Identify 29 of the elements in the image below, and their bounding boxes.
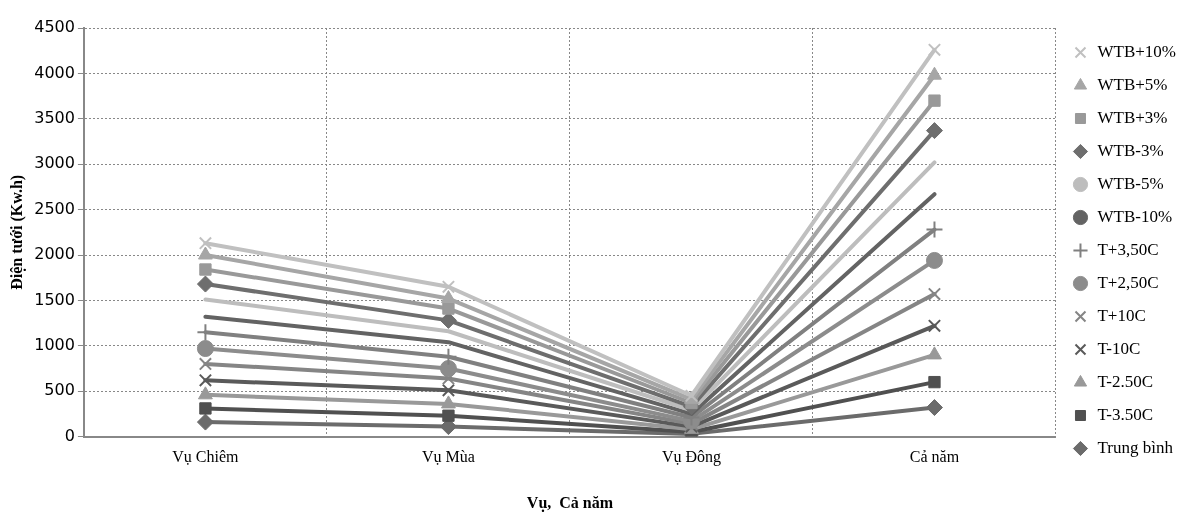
y-tick-label: 4500 <box>34 17 75 37</box>
legend-label: T-2.50C <box>1097 371 1154 391</box>
x-tick-label: Vụ Chiêm <box>172 448 240 466</box>
legend-label: WTB-5% <box>1097 173 1164 193</box>
y-axis-title: Điện tưới (Kw.h) <box>7 174 26 290</box>
x-axis-title: Vụ, Cả năm <box>526 493 614 512</box>
y-tick-label: 500 <box>44 380 75 400</box>
legend-label: WTB-3% <box>1097 140 1164 160</box>
legend-label: T-10C <box>1097 338 1141 358</box>
y-tick-label: 3500 <box>34 107 75 127</box>
legend-label: T-3.50C <box>1097 404 1154 424</box>
x-tick-label: Vụ Mùa <box>422 448 475 466</box>
x-tick-label: Vụ Đông <box>661 448 722 467</box>
legend-label: WTB+5% <box>1097 74 1168 94</box>
y-tick-label: 2000 <box>34 244 75 264</box>
legend-label: WTB+10% <box>1097 41 1177 61</box>
legend-label: T+3,50C <box>1097 239 1159 259</box>
y-tick-label: 1500 <box>34 289 75 309</box>
legend-label: T+2,50C <box>1097 272 1159 292</box>
y-tick-label: 2500 <box>34 198 75 218</box>
x-tick-label: Cả năm <box>909 448 960 466</box>
y-tick-label: 4000 <box>34 62 75 82</box>
legend-label: WTB+3% <box>1097 107 1168 127</box>
legend-label: WTB-10% <box>1097 206 1173 226</box>
legend-label: T+10C <box>1097 305 1146 325</box>
y-tick-label: 0 <box>64 425 75 445</box>
legend-label: Trung bình <box>1097 437 1174 457</box>
y-tick-label: 1000 <box>34 334 75 354</box>
y-tick-label: 3000 <box>34 153 75 173</box>
